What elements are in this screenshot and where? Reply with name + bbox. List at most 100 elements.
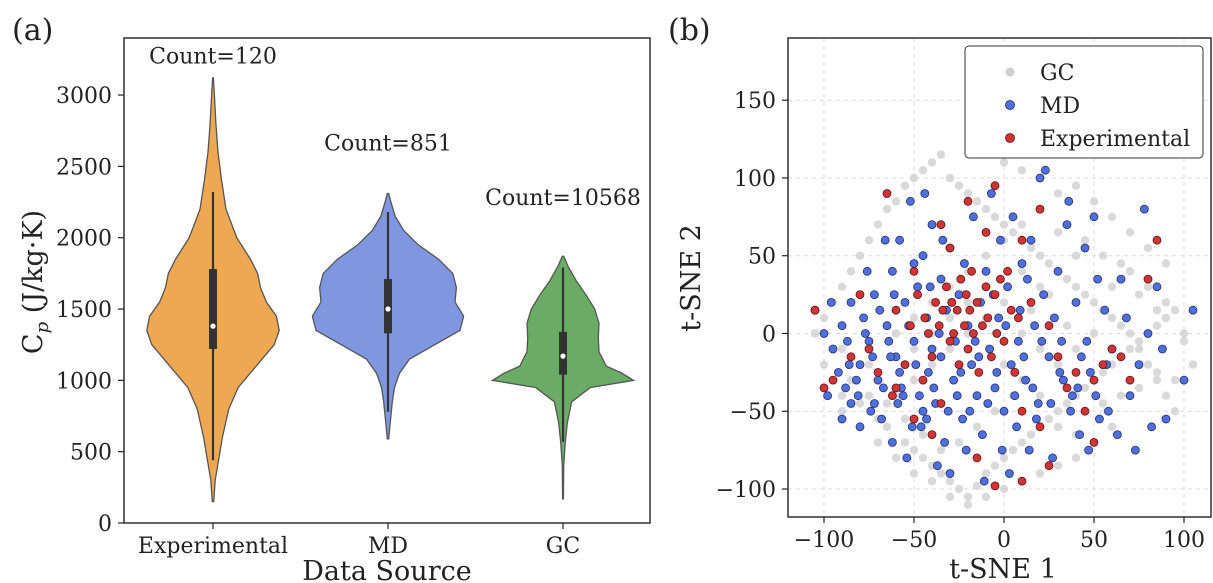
point-md	[1134, 360, 1144, 370]
point-experimental	[945, 336, 955, 346]
point-experimental	[990, 181, 1000, 191]
violin-plot-area	[123, 37, 651, 524]
point-gc	[1107, 282, 1117, 291]
point-experimental	[1125, 375, 1135, 385]
point-md	[938, 235, 948, 245]
x-tick-label: Experimental	[138, 534, 288, 559]
point-md	[841, 383, 850, 393]
point-gc	[837, 344, 847, 354]
point-experimental	[891, 383, 901, 393]
point-gc	[1161, 259, 1171, 268]
point-md	[965, 406, 975, 416]
y-label-unit: (J/kg·K)	[18, 210, 49, 322]
point-gc	[954, 438, 964, 447]
point-gc	[1179, 337, 1189, 346]
point-md	[936, 352, 946, 362]
point-gc	[909, 469, 919, 478]
point-gc	[1035, 391, 1045, 400]
point-gc	[918, 166, 928, 175]
point-gc	[981, 492, 991, 501]
point-md	[1122, 313, 1131, 323]
point-md	[1024, 445, 1034, 455]
point-gc	[882, 422, 892, 431]
point-gc	[1161, 298, 1171, 307]
point-gc	[1035, 282, 1045, 291]
point-md	[1104, 406, 1113, 416]
point-md	[1008, 212, 1018, 222]
point-md	[981, 266, 991, 276]
point-md	[1053, 266, 1063, 276]
point-md	[954, 290, 964, 300]
point-gc	[963, 492, 973, 501]
point-md	[880, 235, 890, 245]
point-md	[862, 266, 872, 276]
point-md	[1066, 406, 1075, 416]
point-md	[924, 367, 933, 377]
point-md	[877, 414, 886, 424]
point-md	[1046, 399, 1056, 408]
point-gc	[1053, 422, 1063, 431]
point-md	[1086, 367, 1095, 377]
violin-y-axis-label: Cp (J/kg·K)	[18, 210, 53, 354]
point-gc	[927, 477, 937, 486]
point-gc	[855, 251, 865, 260]
legend-marker-gc	[1005, 67, 1015, 77]
point-md	[927, 344, 937, 354]
median-md	[385, 306, 391, 312]
point-gc	[1071, 344, 1081, 354]
point-gc	[1107, 313, 1117, 323]
point-experimental	[918, 375, 928, 385]
legend-label-experimental: Experimental	[1040, 127, 1190, 152]
point-md	[987, 189, 996, 198]
point-gc	[909, 313, 919, 323]
point-md	[1089, 212, 1099, 222]
point-md	[958, 414, 967, 424]
point-md	[1073, 383, 1083, 393]
point-gc	[972, 422, 982, 431]
point-experimental	[1017, 476, 1027, 486]
point-experimental	[1089, 437, 1099, 447]
point-md	[1048, 453, 1057, 463]
point-experimental	[987, 352, 996, 362]
point-gc	[1062, 321, 1072, 330]
point-gc	[1071, 282, 1081, 291]
point-md	[1084, 445, 1093, 455]
scatter-x-axis-label: t-SNE 1	[949, 554, 1057, 583]
point-gc	[1080, 290, 1090, 299]
point-md	[1012, 422, 1021, 432]
point-gc	[819, 313, 829, 323]
point-experimental	[1006, 305, 1016, 315]
point-md	[1021, 375, 1030, 385]
point-experimental	[1017, 235, 1027, 245]
x-tick-label: MD	[368, 534, 408, 559]
point-md	[866, 406, 876, 416]
point-md	[920, 189, 930, 198]
point-gc	[909, 375, 919, 385]
point-gc	[981, 251, 991, 260]
point-experimental	[909, 414, 919, 424]
point-md	[961, 445, 971, 455]
point-gc	[1161, 313, 1171, 323]
point-experimental	[864, 344, 874, 354]
point-gc	[837, 391, 847, 400]
point-experimental	[978, 321, 987, 331]
point-experimental	[1044, 321, 1054, 331]
iqr-box-experimental	[209, 269, 217, 349]
point-gc	[927, 360, 937, 369]
point-gc	[1143, 243, 1153, 253]
point-experimental	[967, 266, 976, 276]
point-md	[1161, 414, 1171, 424]
point-experimental	[992, 329, 1002, 338]
point-gc	[918, 430, 928, 439]
point-md	[1035, 173, 1045, 183]
point-md	[978, 430, 987, 440]
point-md	[834, 367, 843, 377]
point-experimental	[810, 305, 820, 315]
violin-chart: Experimental MD GC 0 500 1000 1500 2000 2500 3000…	[18, 37, 651, 583]
point-md	[1006, 360, 1016, 370]
point-gc	[873, 220, 883, 229]
point-gc	[1098, 368, 1108, 377]
x-tick-label: 100	[1163, 528, 1205, 553]
point-experimental	[956, 274, 966, 284]
median-experimental	[210, 323, 216, 329]
